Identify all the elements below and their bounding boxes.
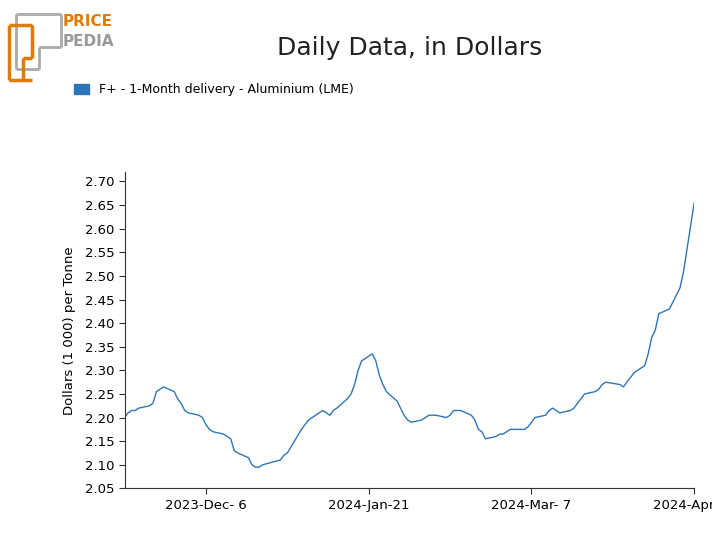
Y-axis label: Dollars (1 000) per Tonne: Dollars (1 000) per Tonne — [63, 246, 76, 415]
Legend: F+ - 1-Month delivery - Aluminium (LME): F+ - 1-Month delivery - Aluminium (LME) — [74, 83, 354, 97]
Text: PRICE: PRICE — [63, 14, 112, 29]
Text: Daily Data, in Dollars: Daily Data, in Dollars — [277, 36, 542, 60]
Text: PEDIA: PEDIA — [63, 34, 114, 49]
